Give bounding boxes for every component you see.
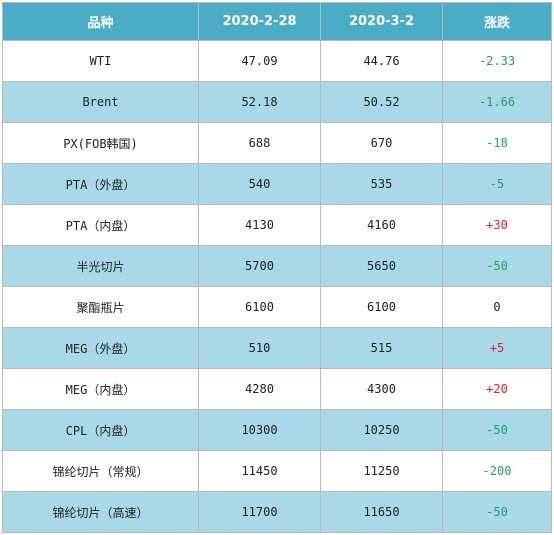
price-date-1-cell: 6100: [198, 286, 321, 328]
product-name-cell: 半光切片: [2, 245, 199, 287]
price-date-1-cell: 52.18: [198, 81, 321, 123]
table-row: Brent 52.18 50.52 -1.66: [2, 81, 552, 123]
table-row: 锦纶切片（高速） 11700 11650 -50: [2, 491, 552, 533]
change-cell: -50: [442, 409, 552, 451]
price-date-2-cell: 10250: [320, 409, 443, 451]
product-name-cell: PX(FOB韩国): [2, 122, 199, 164]
table-row: 半光切片 5700 5650 -50: [2, 245, 552, 287]
product-name-cell: 聚酯瓶片: [2, 286, 199, 328]
table-row: PX(FOB韩国) 688 670 -18: [2, 122, 552, 164]
price-date-2-cell: 5650: [320, 245, 443, 287]
product-name-cell: WTI: [2, 40, 199, 82]
price-date-1-cell: 11450: [198, 450, 321, 492]
product-name-cell: MEG（内盘）: [2, 368, 199, 410]
table-row: MEG（外盘） 510 515 +5: [2, 327, 552, 369]
price-date-1-cell: 11700: [198, 491, 321, 533]
table-row: 锦纶切片（常规） 11450 11250 -200: [2, 450, 552, 492]
table-row: CPL（内盘） 10300 10250 -50: [2, 409, 552, 451]
product-name-cell: Brent: [2, 81, 199, 123]
table-row: 聚酯瓶片 6100 6100 0: [2, 286, 552, 328]
product-name-cell: PTA（外盘）: [2, 163, 199, 205]
price-date-2-cell: 670: [320, 122, 443, 164]
product-name-cell: 锦纶切片（高速）: [2, 491, 199, 533]
change-cell: -1.66: [442, 81, 552, 123]
header-row: 品种 2020-2-28 2020-3-2 涨跌: [2, 2, 552, 41]
price-date-2-cell: 50.52: [320, 81, 443, 123]
price-date-1-cell: 47.09: [198, 40, 321, 82]
price-date-1-cell: 4280: [198, 368, 321, 410]
change-cell: -18: [442, 122, 552, 164]
product-name-cell: MEG（外盘）: [2, 327, 199, 369]
table-row: WTI 47.09 44.76 -2.33: [2, 40, 552, 82]
header-change: 涨跌: [442, 2, 552, 41]
price-date-1-cell: 510: [198, 327, 321, 369]
change-cell: +5: [442, 327, 552, 369]
change-cell: +30: [442, 204, 552, 246]
price-date-2-cell: 535: [320, 163, 443, 205]
table-row: PTA（外盘） 540 535 -5: [2, 163, 552, 205]
price-date-1-cell: 540: [198, 163, 321, 205]
change-cell: -50: [442, 245, 552, 287]
header-date-1: 2020-2-28: [198, 2, 321, 41]
price-date-1-cell: 5700: [198, 245, 321, 287]
price-date-2-cell: 4300: [320, 368, 443, 410]
change-cell: 0: [442, 286, 552, 328]
product-name-cell: CPL（内盘）: [2, 409, 199, 451]
header-date-2: 2020-3-2: [320, 2, 443, 41]
price-date-2-cell: 6100: [320, 286, 443, 328]
change-cell: -5: [442, 163, 552, 205]
price-date-2-cell: 11650: [320, 491, 443, 533]
change-cell: -200: [442, 450, 552, 492]
change-cell: +20: [442, 368, 552, 410]
price-date-2-cell: 11250: [320, 450, 443, 492]
header-product: 品种: [2, 2, 199, 41]
change-cell: -2.33: [442, 40, 552, 82]
price-date-2-cell: 44.76: [320, 40, 443, 82]
change-cell: -50: [442, 491, 552, 533]
price-date-2-cell: 4160: [320, 204, 443, 246]
table-row: MEG（内盘） 4280 4300 +20: [2, 368, 552, 410]
price-date-1-cell: 10300: [198, 409, 321, 451]
price-date-1-cell: 688: [198, 122, 321, 164]
product-name-cell: PTA（内盘）: [2, 204, 199, 246]
table-row: PTA（内盘） 4130 4160 +30: [2, 204, 552, 246]
price-date-2-cell: 515: [320, 327, 443, 369]
product-name-cell: 锦纶切片（常规）: [2, 450, 199, 492]
price-date-1-cell: 4130: [198, 204, 321, 246]
